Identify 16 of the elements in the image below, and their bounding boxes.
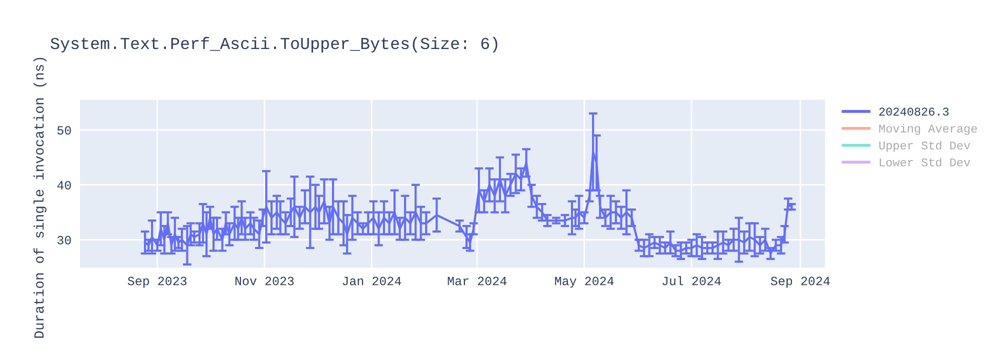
y-tick-label: 30 <box>57 236 71 244</box>
y-tick-label: 50 <box>57 126 71 135</box>
x-tick-label: Sep 2023 <box>128 276 187 288</box>
legend-label: Moving Average <box>879 124 977 135</box>
x-tick-label: Jul 2024 <box>662 276 721 286</box>
x-tick-label: Jan 2024 <box>342 276 402 286</box>
legend-label: Upper Std Dev <box>879 140 970 152</box>
x-tick-label: Nov 2023 <box>235 276 294 286</box>
x-tick-label: Sep 2024 <box>770 276 830 288</box>
y-axis-title: Duration of single invocation (ns) <box>34 58 46 338</box>
y-tick-label: 40 <box>57 181 71 190</box>
x-tick-label: May 2024 <box>555 276 614 288</box>
chart-title: System.Text.Perf_Ascii.ToUpper_Bytes(Size: 6) <box>50 36 498 52</box>
legend-label: 20240826.3 <box>879 108 949 116</box>
x-tick-label: Mar 2024 <box>448 276 506 286</box>
legend-label: Lower Std Dev <box>880 158 970 166</box>
